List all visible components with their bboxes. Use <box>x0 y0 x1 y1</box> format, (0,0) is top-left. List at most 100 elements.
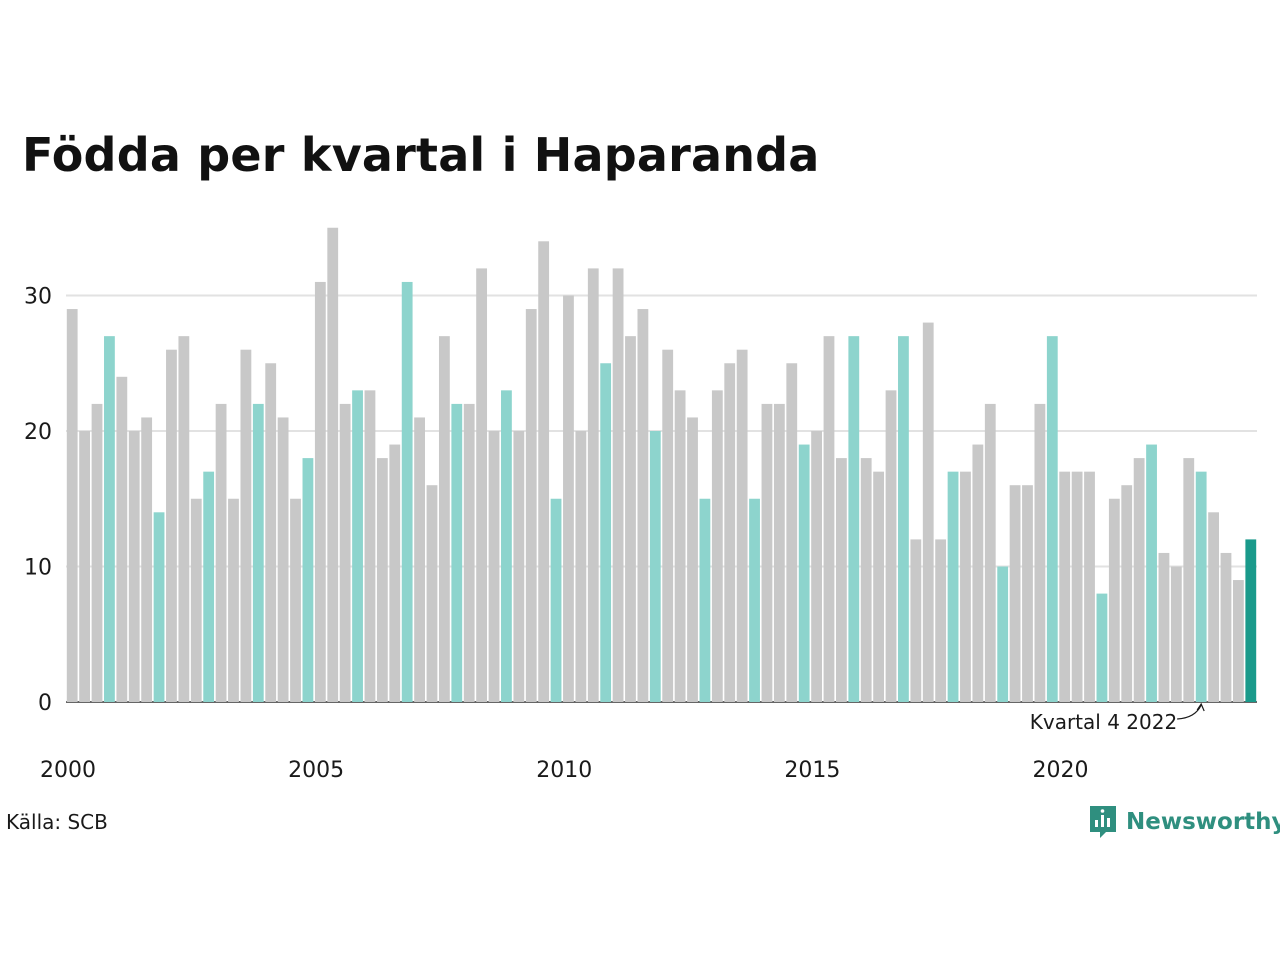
bar <box>190 498 202 702</box>
bar <box>724 363 736 702</box>
brand: Newsworthy <box>1088 804 1280 840</box>
bar <box>1245 539 1257 702</box>
bar <box>1220 552 1232 702</box>
bar <box>1208 512 1219 702</box>
bar <box>823 336 835 702</box>
source-label: Källa: SCB <box>6 810 108 834</box>
bar <box>736 349 748 702</box>
bar <box>625 336 636 702</box>
y-tick-label: 20 <box>24 420 52 445</box>
bar <box>1059 471 1071 702</box>
bar <box>327 227 339 702</box>
bar <box>761 403 773 702</box>
bar <box>166 349 177 702</box>
bar <box>1133 458 1145 702</box>
bar <box>525 309 537 702</box>
bar <box>438 336 450 702</box>
bar <box>984 403 996 702</box>
bar <box>960 471 971 702</box>
bar <box>811 431 822 702</box>
y-tick-label: 0 <box>38 691 52 716</box>
bar <box>972 444 984 702</box>
bar <box>1108 498 1120 702</box>
bar <box>1034 403 1046 702</box>
bar <box>104 336 115 702</box>
bar <box>1046 336 1058 702</box>
bar <box>860 458 872 702</box>
bar <box>587 268 599 702</box>
bar <box>1022 485 1033 702</box>
bar <box>501 390 512 702</box>
bar <box>910 539 922 702</box>
bar <box>898 336 909 702</box>
bar <box>277 417 289 702</box>
bar <box>835 458 847 702</box>
bar <box>153 512 165 702</box>
bar <box>649 431 661 702</box>
x-tick-label: 2000 <box>40 758 96 783</box>
bar <box>252 403 264 702</box>
bar <box>290 498 301 702</box>
bar <box>91 403 103 702</box>
bar <box>1232 580 1244 702</box>
bar <box>414 417 425 702</box>
bar <box>66 309 78 702</box>
bar <box>302 458 314 702</box>
grid-lines <box>66 294 1257 703</box>
bar <box>314 281 326 702</box>
bar <box>637 309 649 702</box>
bar <box>1146 444 1157 702</box>
bar <box>488 431 500 702</box>
y-tick-label: 30 <box>24 285 52 310</box>
bar <box>240 349 252 702</box>
bar <box>786 363 798 702</box>
bar <box>1195 471 1207 702</box>
annotation-arrowhead <box>1196 702 1205 712</box>
bar <box>1009 485 1021 702</box>
bar <box>389 444 401 702</box>
bar <box>1084 471 1095 702</box>
y-tick-labels: 0 10 20 30 <box>24 285 52 717</box>
bar <box>873 471 885 702</box>
bar <box>178 336 190 702</box>
bars <box>66 227 1257 703</box>
bar <box>1183 458 1195 702</box>
x-tick-label: 2020 <box>1033 758 1089 783</box>
annotation-arrow <box>1177 704 1202 720</box>
bar <box>1170 566 1182 702</box>
bar <box>885 390 897 702</box>
bar <box>476 268 488 702</box>
bar <box>550 498 562 702</box>
bar <box>997 566 1009 702</box>
bar <box>203 471 215 702</box>
bar <box>662 349 674 702</box>
bar <box>1121 485 1133 702</box>
bar <box>364 390 376 702</box>
y-tick-label: 10 <box>24 556 52 581</box>
brand-name: Newsworthy <box>1126 809 1280 835</box>
bar <box>451 403 463 702</box>
bar <box>463 403 475 702</box>
bar <box>922 322 934 702</box>
x-tick-label: 2005 <box>288 758 344 783</box>
bar <box>1158 552 1170 702</box>
bar <box>538 241 550 703</box>
bar <box>376 458 388 702</box>
bar <box>612 268 624 702</box>
annotation: Kvartal 4 2022 <box>1030 702 1205 734</box>
bar <box>265 363 277 702</box>
annotation-label: Kvartal 4 2022 <box>1030 710 1177 734</box>
bar <box>1096 593 1108 702</box>
bar <box>352 390 363 702</box>
bar <box>947 471 959 702</box>
bar <box>563 295 574 702</box>
bar <box>339 403 351 702</box>
bar <box>116 376 128 702</box>
bar <box>687 417 698 702</box>
bar <box>699 498 711 702</box>
bar <box>798 444 810 702</box>
bar <box>935 539 947 702</box>
bar <box>141 417 153 702</box>
bar <box>848 336 860 702</box>
